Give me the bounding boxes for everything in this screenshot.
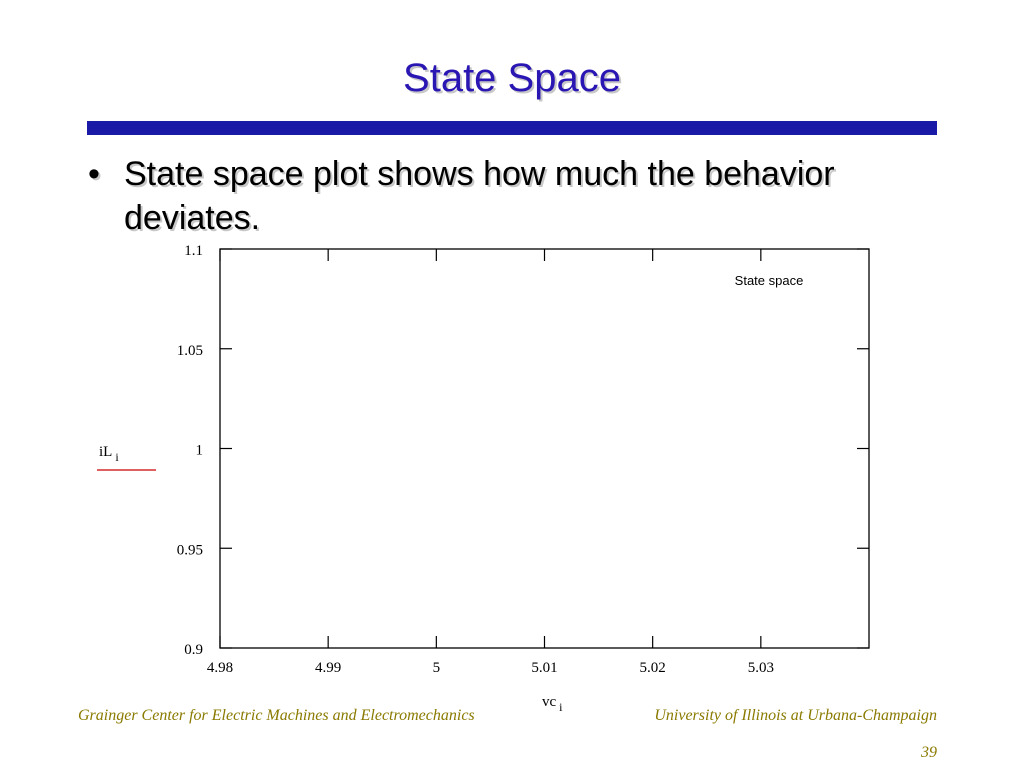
y-axis-label-subscript: i — [115, 450, 119, 464]
y-tick-label: 0.95 — [177, 542, 203, 558]
x-tick-label: 5.01 — [531, 660, 557, 676]
footer-left: Grainger Center for Electric Machines an… — [78, 707, 475, 724]
x-tick-labels: 4.98 4.99 5 5.01 5.02 5.03 — [207, 660, 774, 676]
x-axis-label: vc i — [542, 694, 563, 714]
title-rule — [87, 121, 937, 135]
slide-title: State Space — [403, 56, 621, 100]
y-tick-label: 1 — [196, 443, 204, 459]
y-axis-label-main: iL — [99, 444, 112, 460]
y-tick-labels: 0.9 0.95 1 1.05 1.1 — [177, 243, 203, 658]
page-number: 39 — [921, 744, 937, 761]
x-tick-label: 4.98 — [207, 660, 233, 676]
bullet-text: State space plot shows how much the beha… — [124, 155, 835, 237]
x-tick-label: 5.02 — [640, 660, 666, 676]
chart-annotation: State space — [735, 273, 804, 288]
plot-frame — [219, 248, 870, 649]
footer-right: University of Illinois at Urbana-Champai… — [654, 707, 937, 724]
x-axis-ticks — [219, 249, 762, 648]
y-tick-label: 0.9 — [184, 642, 203, 658]
y-tick-label: 1.05 — [177, 343, 203, 359]
bullet-dot: • — [88, 155, 100, 193]
x-tick-label: 4.99 — [315, 660, 341, 676]
x-axis-label-main: vc — [542, 694, 557, 710]
bullet-item: • State space plot shows how much the be… — [88, 152, 848, 240]
x-tick-label: 5 — [433, 660, 441, 676]
y-tick-label: 1.1 — [184, 243, 203, 259]
y-axis-ticks — [220, 248, 869, 649]
x-axis-label-subscript: i — [559, 700, 563, 714]
x-tick-label: 5.03 — [748, 660, 774, 676]
y-axis-label: iL i — [99, 444, 119, 464]
